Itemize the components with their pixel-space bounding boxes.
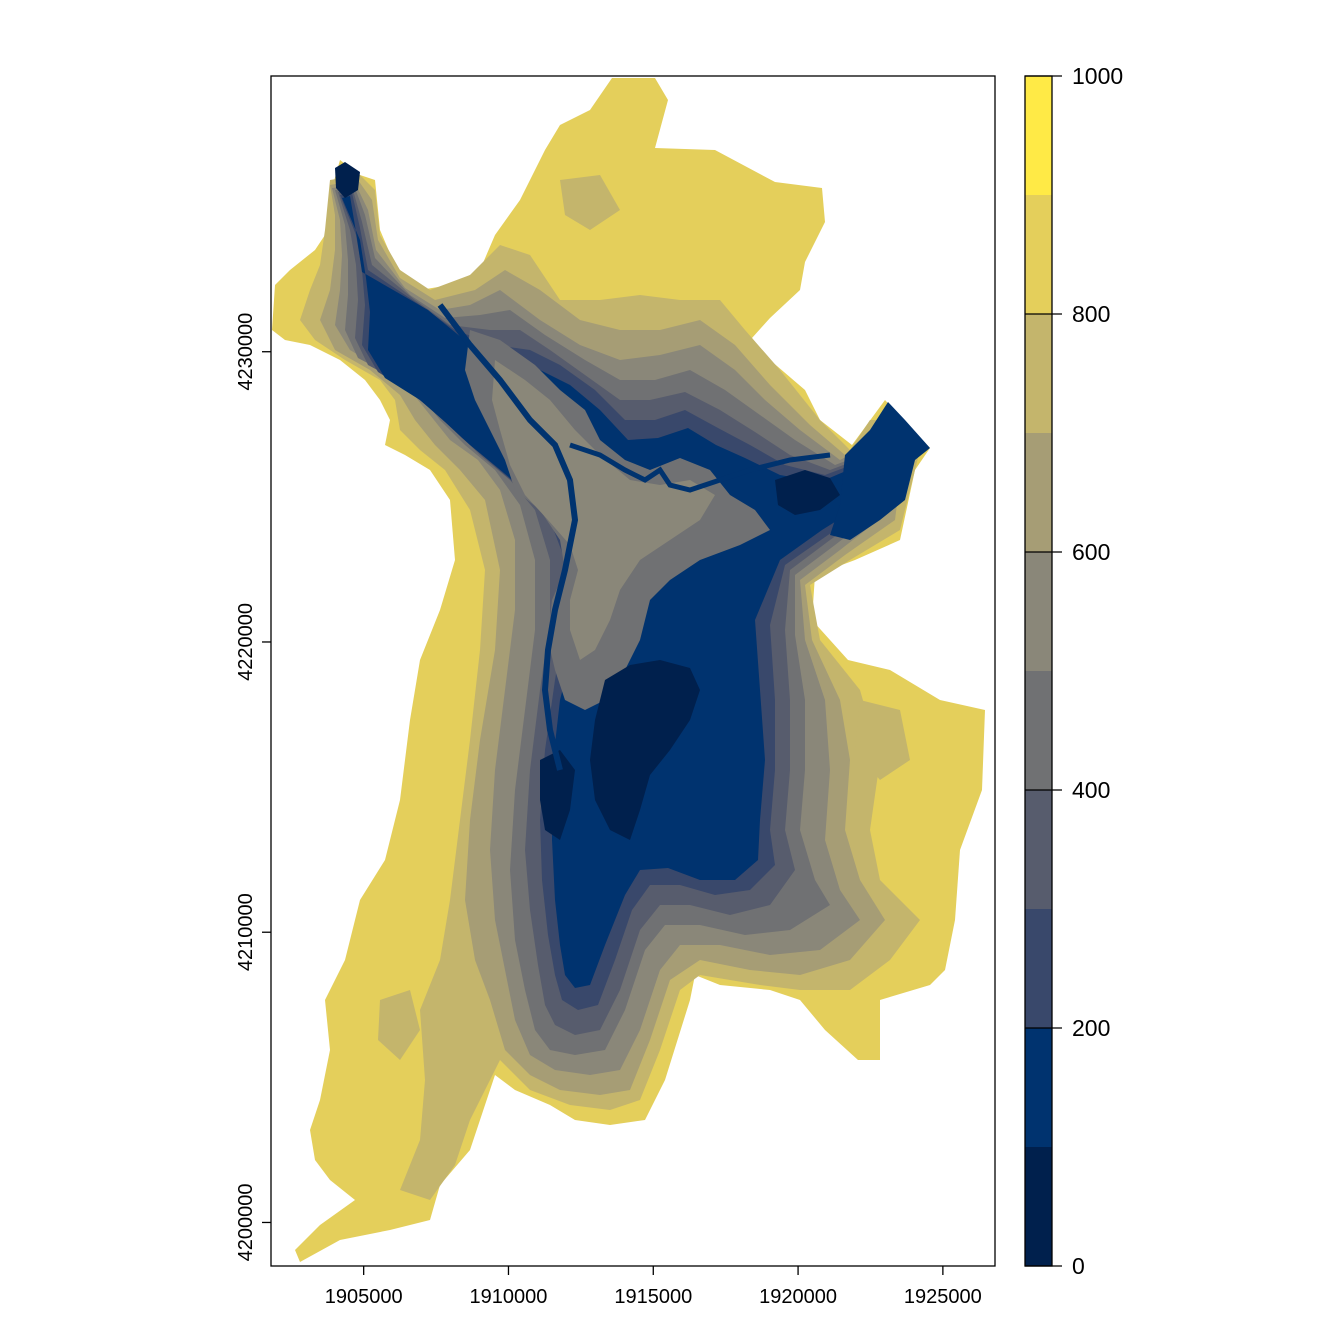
y-axis: 4200000 4210000 4220000 4230000 <box>235 313 271 1262</box>
legend-color-bin <box>1025 671 1052 790</box>
x-tick-label: 1910000 <box>470 1286 548 1308</box>
legend-color-bin <box>1025 1147 1052 1266</box>
x-axis: 1905000 1910000 1915000 1920000 1925000 <box>325 1266 982 1308</box>
y-tick-label: 4220000 <box>235 603 257 681</box>
terrain-patch-2 <box>855 700 910 780</box>
legend-color-bin <box>1025 76 1052 195</box>
terrain-band-floor-4 <box>335 162 360 198</box>
legend-color-bin <box>1025 314 1052 433</box>
elevation-raster <box>272 78 985 1262</box>
river-line-2 <box>569 442 831 493</box>
river-line <box>437 303 579 771</box>
y-tick-label: 4230000 <box>235 313 257 391</box>
y-tick-label: 4200000 <box>235 1184 257 1262</box>
x-tick-label: 1925000 <box>904 1286 982 1308</box>
terrain-ne-arm <box>830 402 930 540</box>
legend-color-bin <box>1025 552 1052 671</box>
legend-tick-label: 1000 <box>1072 63 1123 89</box>
legend-color-bin <box>1025 790 1052 909</box>
x-tick-label: 1915000 <box>614 1286 692 1308</box>
terrain-band-floor <box>590 660 700 840</box>
plot-frame <box>270 75 996 1267</box>
legend-tick-label: 400 <box>1072 777 1110 803</box>
legend-tick-label: 200 <box>1072 1015 1110 1041</box>
x-tick-label: 1905000 <box>325 1286 403 1308</box>
legend-color-bin <box>1025 1028 1052 1147</box>
terrain-band-floor-2 <box>775 470 840 515</box>
x-tick-label: 1920000 <box>759 1286 837 1308</box>
legend-colorbar: 0 200 400 600 800 1000 <box>1024 63 1123 1279</box>
terrain-patch-3 <box>560 175 620 230</box>
legend-tick-label: 0 <box>1072 1253 1085 1279</box>
legend-tick-label: 600 <box>1072 539 1110 565</box>
legend-tick-label: 800 <box>1072 301 1110 327</box>
y-tick-label: 4210000 <box>235 893 257 971</box>
legend-color-bin <box>1025 909 1052 1028</box>
terrain-patch-1 <box>378 990 420 1060</box>
legend-color-bin <box>1025 433 1052 552</box>
legend-color-bin <box>1025 195 1052 314</box>
terrain-band-floor-3 <box>540 750 575 840</box>
